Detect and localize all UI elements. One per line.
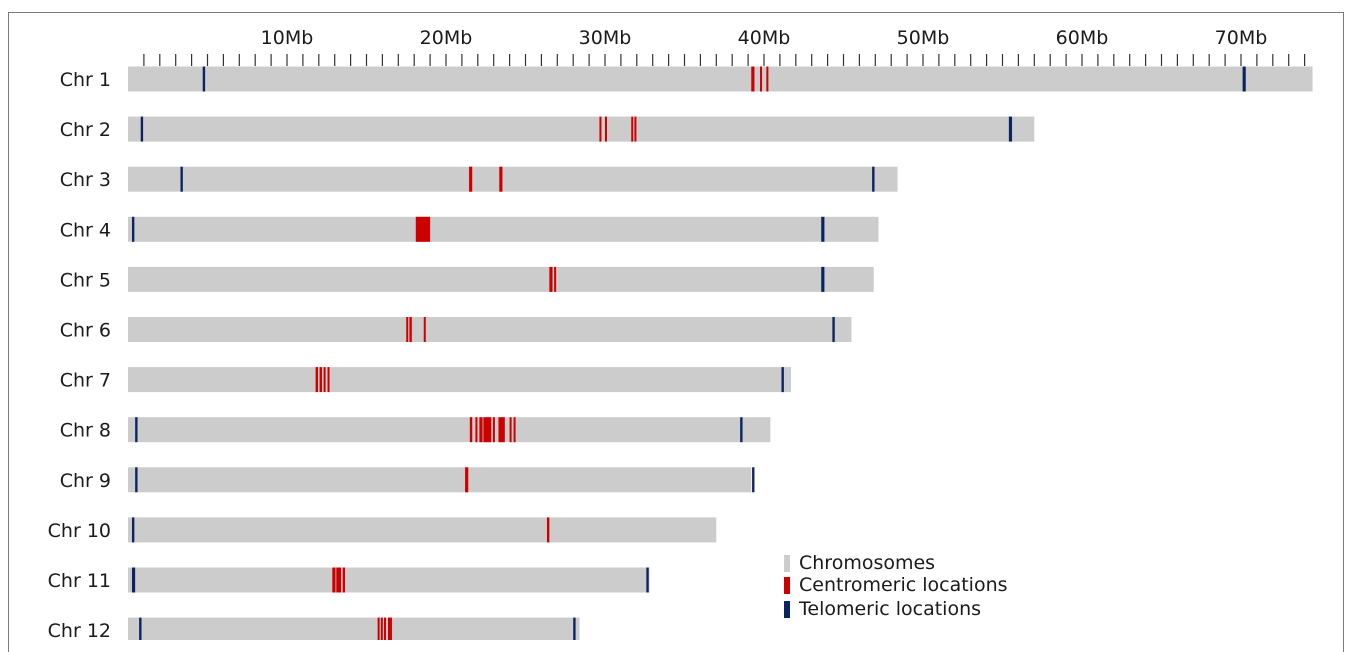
axis-tick-label: 60Mb <box>1056 27 1109 49</box>
chromosome-label: Chr 12 <box>48 620 111 640</box>
chromosome-bar <box>128 216 879 242</box>
centromeric-mark <box>513 417 516 443</box>
centromeric-mark <box>342 567 346 593</box>
chromosome-label: Chr 1 <box>60 69 111 91</box>
centromeric-mark <box>387 617 392 640</box>
chromosome-label: Chr 4 <box>60 219 111 241</box>
chromosome-bar <box>128 266 874 292</box>
centromeric-mark <box>554 266 557 292</box>
telomeric-mark <box>740 417 743 443</box>
legend-item-centromeric: Centromeric locations <box>784 574 1008 596</box>
centromeric-mark <box>469 417 473 443</box>
centromeric-mark <box>483 417 492 443</box>
telomeric-mark <box>1242 66 1246 92</box>
chromosome-label: Chr 8 <box>60 420 111 442</box>
centromeric-mark <box>631 116 634 142</box>
telomeric-mark <box>821 266 825 292</box>
centromeric-mark <box>423 317 426 342</box>
chromosome-bar <box>128 417 771 443</box>
chromosome-label: Chr 7 <box>60 370 111 392</box>
telomeric-mark <box>1008 116 1013 142</box>
centromeric-mark <box>383 617 386 640</box>
legend-label-centromeric: Centromeric locations <box>799 574 1008 596</box>
telomeric-mark <box>135 467 138 493</box>
telomeric-mark <box>872 166 875 192</box>
telomeric-mark <box>752 467 755 493</box>
centromeric-mark <box>465 467 469 493</box>
legend-label-chromosomes: Chromosomes <box>799 552 936 574</box>
chromosome-label: Chr 10 <box>48 520 111 542</box>
telomeric-mark <box>139 617 142 640</box>
centromeric-mark <box>336 567 342 593</box>
telomeric-mark <box>180 166 183 192</box>
centromeric-mark <box>605 116 607 142</box>
centromeric-mark <box>599 116 602 142</box>
centromeric-mark <box>469 166 473 192</box>
chromosome-bar <box>128 617 580 640</box>
centromeric-mark <box>315 367 319 393</box>
chromosome-bar <box>128 517 717 543</box>
telomeric-mark <box>131 216 135 242</box>
centromeric-mark <box>546 517 550 543</box>
centromeric-mark <box>409 317 412 342</box>
centromeric-mark <box>327 367 330 393</box>
centromeric-mark <box>415 216 431 242</box>
centromeric-mark <box>509 417 512 443</box>
chromosome-bar <box>128 367 792 393</box>
centromeric-mark <box>377 617 380 640</box>
axis-tick-label: 10Mb <box>261 27 314 49</box>
figure-border <box>8 12 1344 652</box>
telomeric-mark <box>646 567 649 593</box>
centromeric-mark <box>332 567 336 593</box>
telomeric-mark <box>140 116 144 142</box>
chromosome-label: Chr 3 <box>60 169 111 191</box>
centromeric-mark <box>499 166 503 192</box>
legend-label-telomeric: Telomeric locations <box>799 598 982 620</box>
legend-item-chromosomes: Chromosomes <box>784 552 935 574</box>
centromeric-mark <box>634 116 637 142</box>
chromosome-bar <box>128 66 1313 92</box>
chromosome-label: Chr 9 <box>60 470 111 492</box>
centromeric-mark <box>498 417 505 443</box>
chromosome-bar <box>128 467 752 493</box>
axis-tick-label: 40Mb <box>738 27 791 49</box>
telomeric-mark <box>131 567 136 593</box>
centromeric-mark <box>380 617 383 640</box>
axis-tick-label: 20Mb <box>420 27 473 49</box>
legend-swatch-chromosomes <box>784 554 790 572</box>
legend-item-telomeric: Telomeric locations <box>784 598 981 620</box>
centromeric-mark <box>319 367 322 393</box>
telomeric-mark <box>821 216 825 242</box>
centromeric-mark <box>479 417 483 443</box>
centromeric-mark <box>323 367 326 393</box>
centromeric-mark <box>549 266 553 292</box>
centromeric-mark <box>406 317 409 342</box>
centromeric-mark <box>492 417 495 443</box>
chromosome-bar <box>128 317 852 342</box>
chromosome-bar <box>128 116 1035 142</box>
telomeric-mark <box>781 367 784 393</box>
centromeric-mark <box>760 66 763 92</box>
chromosome-label: Chr 2 <box>60 119 111 141</box>
axis-tick-label: 30Mb <box>579 27 632 49</box>
centromeric-mark <box>475 417 478 443</box>
chromosome-label: Chr 11 <box>48 570 111 592</box>
axis-tick-label: 70Mb <box>1215 27 1268 49</box>
legend-swatch-centromeric <box>784 576 790 594</box>
centromeric-mark <box>766 66 769 92</box>
chromosome-label: Chr 5 <box>60 269 111 291</box>
centromeric-mark <box>751 66 755 92</box>
telomeric-mark <box>832 317 835 342</box>
axis-tick-label: 50Mb <box>897 27 950 49</box>
telomeric-mark <box>135 417 138 443</box>
telomeric-mark <box>131 517 135 543</box>
legend-swatch-telomeric <box>784 600 790 618</box>
chromosome-bar <box>128 166 898 192</box>
telomeric-mark <box>573 617 576 640</box>
chromosome-label: Chr 6 <box>60 320 111 342</box>
telomeric-mark <box>202 66 206 92</box>
chromosome-bar <box>128 567 650 593</box>
